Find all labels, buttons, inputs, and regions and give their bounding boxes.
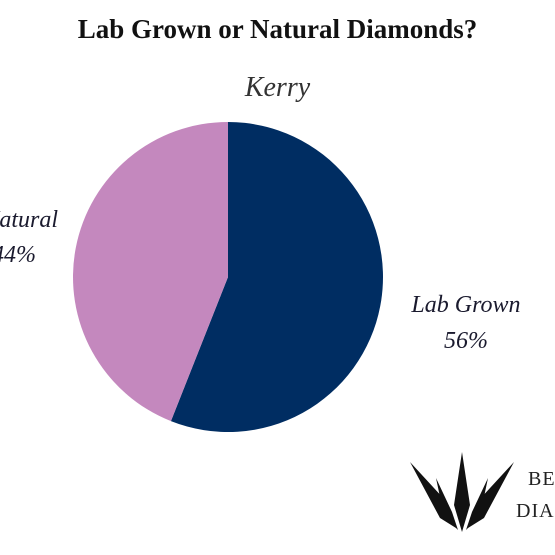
- slice-label-natural: Natural: [0, 207, 58, 233]
- slice-value-lab-grown: 56%: [444, 328, 488, 354]
- logo-line1: BEST: [528, 468, 555, 490]
- pie-slices: [73, 121, 384, 433]
- logo: BEST DIAMOND: [410, 452, 555, 532]
- pie-slice-lab-grown: [170, 122, 384, 433]
- chart-title: Lab Grown or Natural Diamonds?: [77, 14, 478, 44]
- slice-label-lab-grown: Lab Grown: [410, 292, 520, 318]
- slice-value-natural: 44%: [0, 242, 36, 268]
- chart-subtitle: Kerry: [244, 72, 311, 103]
- logo-line2: DIAMOND: [516, 500, 555, 522]
- pie-slice-natural: [73, 121, 228, 422]
- diamond-spikes-icon: [410, 452, 514, 532]
